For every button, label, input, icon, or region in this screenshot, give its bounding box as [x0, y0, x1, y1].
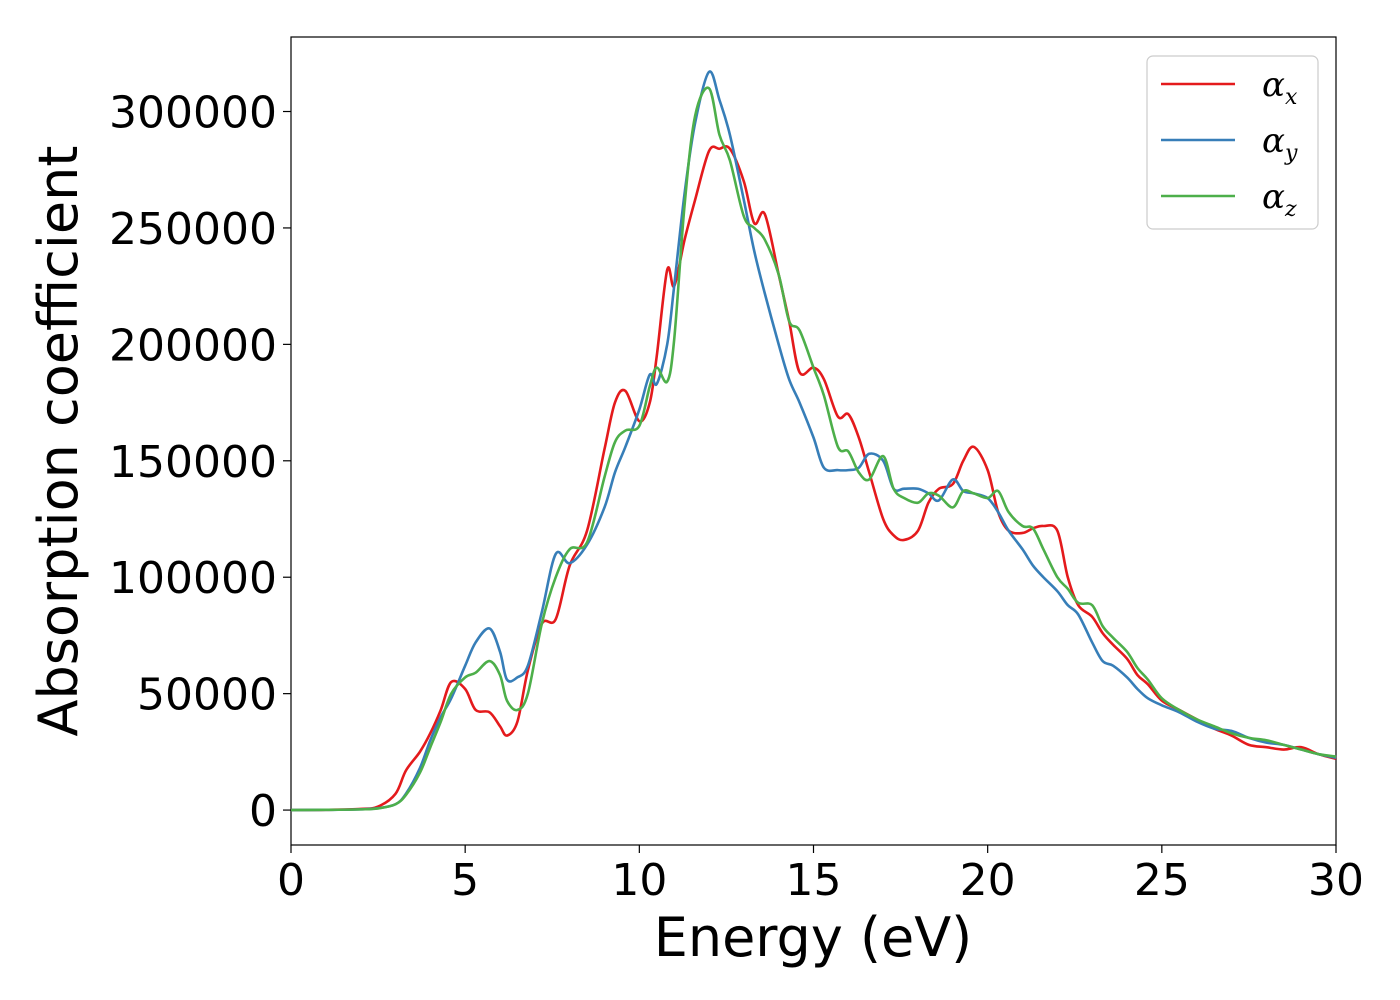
- y-tick-label: 50000: [137, 670, 277, 721]
- legend-label-z: αz: [1262, 177, 1297, 222]
- x-axis-label: Energy (eV): [654, 906, 973, 969]
- y-tick-label: 200000: [109, 320, 277, 371]
- series-lines: [290, 70, 1337, 812]
- series-line-y: [290, 70, 1337, 812]
- x-tick-label: 15: [786, 855, 842, 906]
- y-tick-label: 250000: [109, 204, 277, 255]
- series-line-x: [290, 144, 1337, 812]
- y-tick-label: 0: [249, 786, 277, 837]
- series-line-z: [290, 86, 1337, 812]
- y-tick-label: 300000: [109, 88, 277, 139]
- x-tick-label: 10: [611, 855, 667, 906]
- y-tick-label: 150000: [109, 437, 277, 488]
- y-axis: 0 50000 100000 150000 200000 250000 300000: [109, 88, 291, 837]
- legend-box: [1146, 55, 1319, 230]
- y-axis-label: Absorption coefficient: [27, 146, 90, 737]
- x-tick-label: 5: [451, 855, 479, 906]
- x-tick-label: 25: [1134, 855, 1190, 906]
- x-tick-label: 30: [1308, 855, 1364, 906]
- x-tick-label: 0: [277, 855, 305, 906]
- x-axis: 0 5 10 15 20 25 30: [277, 845, 1364, 906]
- y-tick-label: 100000: [109, 553, 277, 604]
- x-tick-label: 20: [960, 855, 1016, 906]
